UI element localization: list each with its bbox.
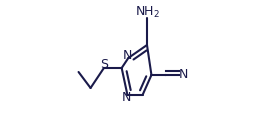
Text: NH$_2$: NH$_2$ xyxy=(134,4,160,20)
Text: S: S xyxy=(100,58,108,71)
Text: N: N xyxy=(122,91,131,104)
Text: N: N xyxy=(123,49,132,62)
Text: N: N xyxy=(178,69,188,81)
